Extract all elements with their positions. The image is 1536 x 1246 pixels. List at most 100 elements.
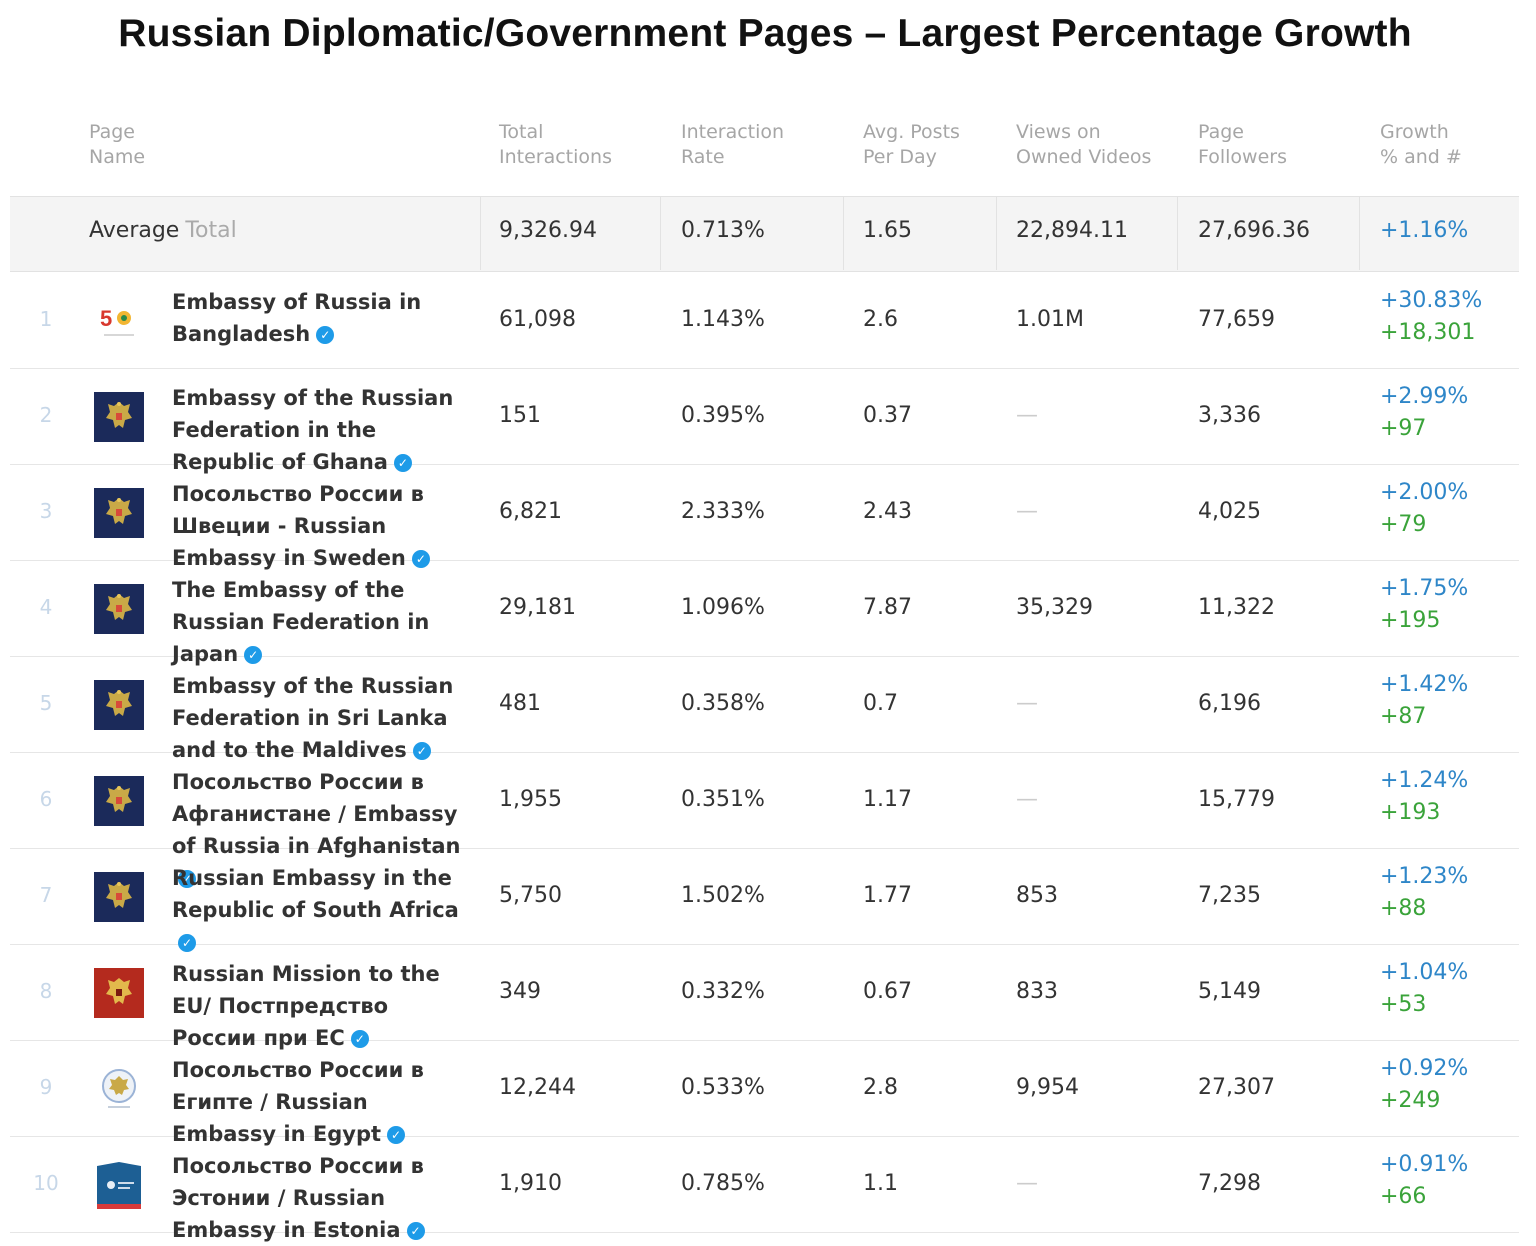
followers-cell: 4,025	[1198, 499, 1261, 524]
verified-badge-icon: ✓	[350, 1030, 369, 1048]
rank-number: 7	[39, 883, 53, 907]
verified-badge-icon: ✓	[244, 646, 263, 664]
page-avatar[interactable]	[94, 296, 144, 346]
average-row	[10, 196, 1519, 272]
header-views[interactable]: Views on Owned Videos	[1016, 121, 1152, 168]
page-avatar[interactable]	[94, 872, 144, 922]
views-cell: —	[1016, 1171, 1038, 1196]
table-row[interactable]: 8 Russian Mission to the EU/ Постпредство…	[10, 944, 1519, 1050]
followers-cell: 27,307	[1198, 1075, 1275, 1100]
views-cell: —	[1016, 787, 1038, 812]
page-name-link[interactable]: The Embassy of the Russian Federation in…	[172, 574, 462, 670]
table-row[interactable]: 4 The Embassy of the Russian Federation i…	[10, 560, 1519, 666]
views-cell: 833	[1016, 979, 1058, 1004]
table-row[interactable]: 2 Embassy of the Russian Federation in th…	[10, 368, 1519, 474]
average-label-text: Average	[89, 218, 180, 243]
total-interactions-cell: 61,098	[499, 307, 576, 332]
page-avatar[interactable]	[94, 1064, 144, 1114]
interaction-rate-cell: 1.143%	[681, 307, 765, 332]
page-name-link[interactable]: Russian Embassy in the Republic of South…	[172, 862, 462, 958]
page-avatar[interactable]	[94, 776, 144, 826]
rank-number: 4	[39, 595, 53, 619]
average-growth: +1.16%	[1380, 218, 1469, 243]
average-label: Average Total	[89, 218, 237, 243]
interaction-rate-cell: 0.332%	[681, 979, 765, 1004]
growth-percent: +30.83%	[1380, 288, 1483, 313]
growth-percent: +1.42%	[1380, 672, 1469, 697]
growth-number: +53	[1380, 992, 1427, 1017]
followers-cell: 7,235	[1198, 883, 1261, 908]
avg-posts-cell: 2.43	[863, 499, 912, 524]
growth-percent: +2.00%	[1380, 480, 1469, 505]
page-name-text: The Embassy of the Russian Federation in…	[172, 578, 430, 666]
table-row[interactable]: 9 Посольство России в Египте / Russian Em…	[10, 1040, 1519, 1146]
page-title: Russian Diplomatic/Government Pages – La…	[118, 12, 1412, 55]
avg-posts-cell: 0.37	[863, 403, 912, 428]
average-avg-posts: 1.65	[863, 218, 912, 243]
average-total-interactions: 9,326.94	[499, 218, 597, 243]
interaction-rate-cell: 2.333%	[681, 499, 765, 524]
avg-posts-cell: 1.17	[863, 787, 912, 812]
total-interactions-cell: 12,244	[499, 1075, 576, 1100]
header-growth[interactable]: Growth % and #	[1380, 121, 1462, 168]
interaction-rate-cell: 1.096%	[681, 595, 765, 620]
rank-number: 6	[39, 787, 53, 811]
header-page-name[interactable]: Page Name	[89, 121, 146, 168]
views-cell: 1.01M	[1016, 307, 1084, 332]
avg-posts-cell: 0.7	[863, 691, 898, 716]
page-name-text: Посольство России в Египте / Russian Emb…	[172, 1058, 424, 1146]
page-name-link[interactable]: Embassy of Russia in Bangladesh ✓	[172, 286, 462, 350]
header-avg-posts[interactable]: Avg. Posts Per Day	[863, 121, 960, 168]
table-row[interactable]: 5 Embassy of the Russian Federation in Sr…	[10, 656, 1519, 762]
page-avatar[interactable]	[94, 488, 144, 538]
growth-number: +18,301	[1380, 320, 1476, 345]
verified-badge-icon: ✓	[412, 742, 431, 760]
page-name-link[interactable]: Embassy of the Russian Federation in Sri…	[172, 670, 462, 766]
table-row[interactable]: 1 Embassy of Russia in Bangladesh ✓ 61,098 1…	[10, 272, 1519, 369]
header-followers[interactable]: Page Followers	[1198, 121, 1287, 168]
interaction-rate-cell: 1.502%	[681, 883, 765, 908]
avg-posts-cell: 2.8	[863, 1075, 898, 1100]
page-avatar[interactable]	[94, 1160, 144, 1210]
growth-percent: +1.23%	[1380, 864, 1469, 889]
table-row[interactable]: 3 Посольство России в Швеции - Russian Em…	[10, 464, 1519, 570]
header-interaction-rate[interactable]: Interaction Rate	[681, 121, 785, 168]
avg-posts-cell: 1.1	[863, 1171, 898, 1196]
growth-number: +193	[1380, 800, 1441, 825]
growth-percent: +0.91%	[1380, 1152, 1469, 1177]
rank-number: 8	[39, 979, 53, 1003]
growth-percent: +1.24%	[1380, 768, 1469, 793]
page-avatar[interactable]	[94, 968, 144, 1018]
header-total-interactions[interactable]: Total Interactions	[499, 121, 612, 168]
rank-number: 5	[39, 691, 53, 715]
page-name-link[interactable]: Посольство России в Швеции - Russian Emb…	[172, 478, 462, 574]
page-avatar[interactable]	[94, 680, 144, 730]
rank-number: 2	[39, 403, 53, 427]
page-name-link[interactable]: Посольство России в Афганистане / Embass…	[172, 766, 462, 894]
page-name-link[interactable]: Russian Mission to the EU/ Постпредство …	[172, 958, 462, 1054]
views-cell: 853	[1016, 883, 1058, 908]
page-name-link[interactable]: Embassy of the Russian Federation in the…	[172, 382, 462, 478]
table-row[interactable]: 7 Russian Embassy in the Republic of Sout…	[10, 848, 1519, 952]
page-name-text: Embassy of Russia in Bangladesh	[172, 290, 422, 346]
verified-badge-icon: ✓	[387, 1126, 406, 1144]
total-interactions-cell: 481	[499, 691, 541, 716]
avg-posts-cell: 0.67	[863, 979, 912, 1004]
page-name-text: Посольство России в Швеции - Russian Emb…	[172, 482, 424, 570]
table-row[interactable]: 6 Посольство России в Афганистане / Embas…	[10, 752, 1519, 888]
page-avatar[interactable]	[94, 392, 144, 442]
table-row[interactable]: 10 Посольство России в Эстонии / Russian …	[10, 1136, 1519, 1242]
page-name-text: Посольство России в Афганистане / Embass…	[172, 770, 461, 858]
rank-number: 3	[39, 499, 53, 523]
page-name-link[interactable]: Посольство России в Эстонии / Russian Em…	[172, 1150, 462, 1246]
growth-number: +249	[1380, 1088, 1441, 1113]
interaction-rate-cell: 0.358%	[681, 691, 765, 716]
page-name-text: Embassy of the Russian Federation in Sri…	[172, 674, 454, 762]
growth-percent: +1.75%	[1380, 576, 1469, 601]
verified-badge-icon: ✓	[393, 454, 412, 472]
views-cell: 35,329	[1016, 595, 1093, 620]
page-name-link[interactable]: Посольство России в Египте / Russian Emb…	[172, 1054, 462, 1150]
verified-badge-icon: ✓	[316, 326, 335, 344]
page-name-text: Embassy of the Russian Federation in the…	[172, 386, 454, 474]
page-avatar[interactable]	[94, 584, 144, 634]
